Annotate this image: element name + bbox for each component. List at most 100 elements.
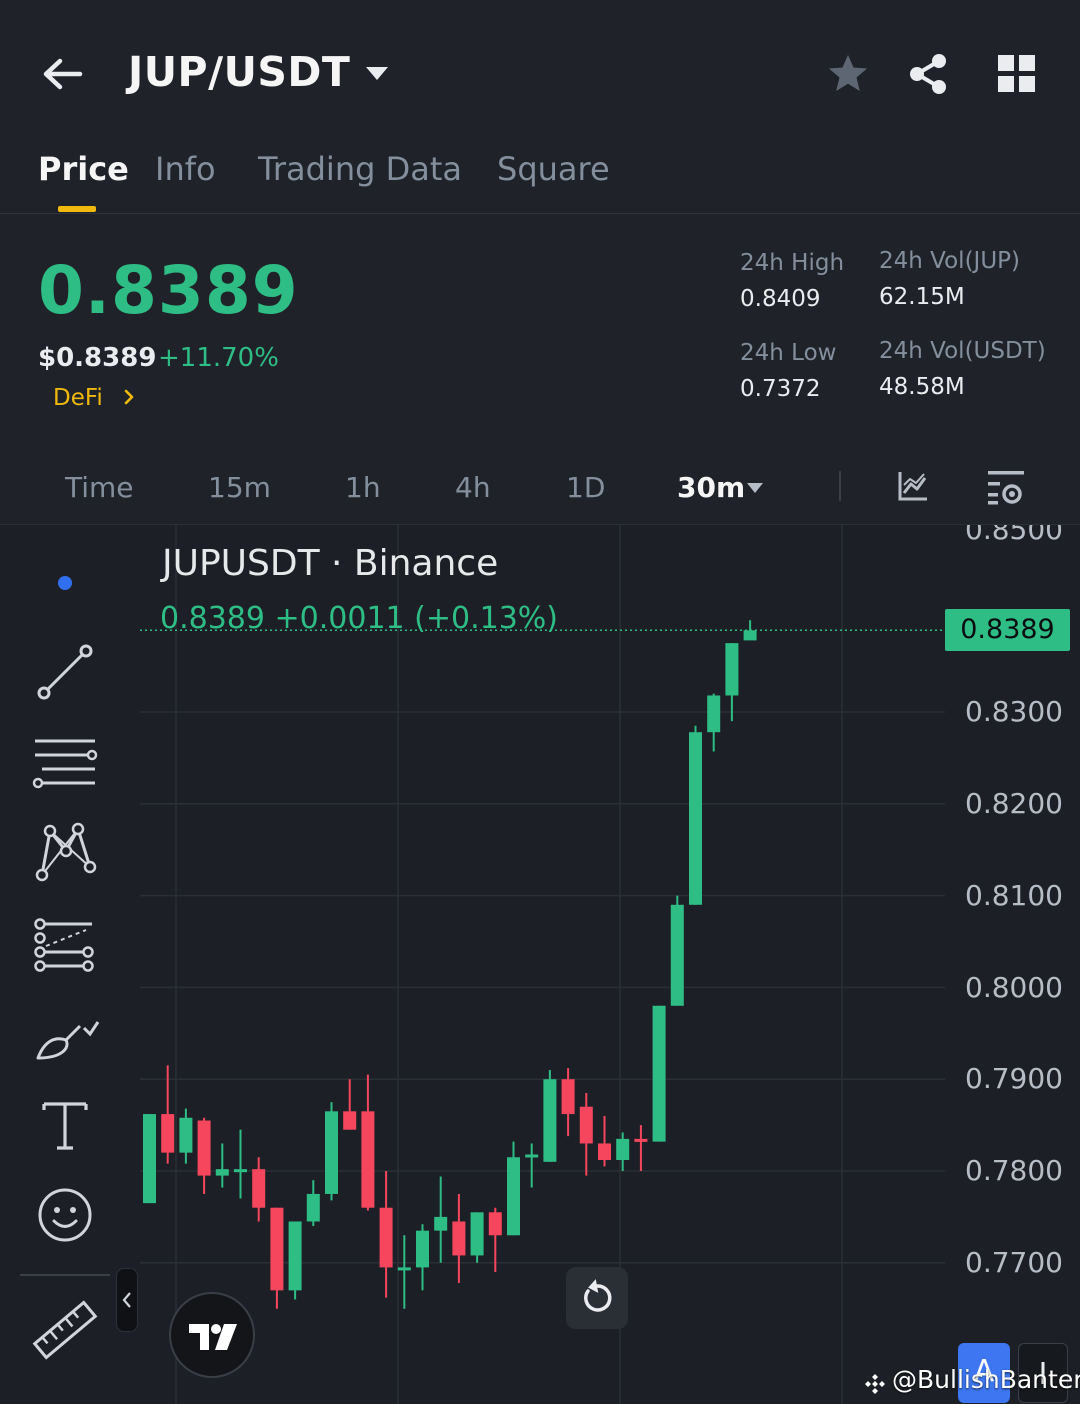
- price-change: +11.70%: [158, 343, 279, 373]
- interval-1d[interactable]: 1D: [566, 471, 606, 504]
- candle-body: [561, 1079, 575, 1115]
- candle-body: [397, 1267, 411, 1271]
- last-price-tag: 0.8389: [945, 609, 1070, 651]
- indicator-chart-icon[interactable]: [896, 469, 930, 503]
- candle-body: [598, 1143, 611, 1160]
- collapse-toolbar-button[interactable]: [116, 1268, 138, 1332]
- reset-chart-button[interactable]: [566, 1267, 628, 1329]
- candle-body: [579, 1106, 593, 1144]
- stat-high-label: 24h High: [740, 250, 845, 276]
- price-chart[interactable]: JUPUSDT · Binance 0.8389 +0.0011 (+0.13%…: [0, 525, 1080, 1404]
- chevron-right-icon[interactable]: [122, 387, 136, 407]
- back-arrow-icon[interactable]: [40, 52, 86, 96]
- candlestick-chart[interactable]: [0, 525, 1080, 1404]
- candle-body: [161, 1114, 175, 1153]
- chart-symbol-title: JUPUSDT · Binance: [162, 543, 499, 584]
- y-axis-label: 0.8000: [965, 971, 1063, 1004]
- candle-body: [343, 1111, 357, 1130]
- toolbar-divider: [20, 1274, 110, 1276]
- y-axis-label: 0.8100: [965, 879, 1063, 912]
- candle-body: [215, 1169, 229, 1176]
- candle-body: [234, 1169, 247, 1173]
- chart-settings-icon[interactable]: [986, 467, 1026, 507]
- price-usd: $0.8389: [38, 343, 157, 373]
- y-axis-label: 0.7700: [965, 1246, 1063, 1279]
- candle-body: [197, 1120, 211, 1176]
- stat-vol-base-value: 62.15M: [879, 284, 965, 310]
- candle-body: [707, 695, 721, 733]
- candle-body: [652, 1005, 666, 1142]
- tradingview-logo[interactable]: [169, 1292, 255, 1378]
- tab-trading-data[interactable]: Trading Data: [258, 150, 462, 188]
- candle-body: [452, 1221, 466, 1256]
- candle-body: [543, 1079, 557, 1162]
- category-tag[interactable]: DeFi: [53, 385, 103, 411]
- pattern-tool-icon[interactable]: [30, 817, 100, 887]
- tab-info[interactable]: Info: [155, 150, 216, 188]
- stat-vol-quote-label: 24h Vol(USDT): [879, 338, 1046, 364]
- chart-ohlc-readout: 0.8389 +0.0011 (+0.13%): [160, 601, 558, 636]
- ruler-icon[interactable]: [30, 1295, 100, 1365]
- candle-body: [361, 1111, 375, 1208]
- candle-body: [488, 1212, 502, 1236]
- refresh-icon: [584, 1279, 612, 1312]
- interval-4h[interactable]: 4h: [455, 471, 491, 504]
- interval-selected[interactable]: 30m: [677, 471, 746, 504]
- candle-body: [616, 1138, 630, 1160]
- stat-low-label: 24h Low: [740, 340, 837, 366]
- chevron-left-icon: [122, 1292, 131, 1308]
- interval-15m[interactable]: 15m: [208, 471, 271, 504]
- trend-line-icon[interactable]: [30, 637, 100, 707]
- auto-scale-button[interactable]: A: [958, 1343, 1010, 1403]
- tradingview-logo-icon: [189, 1324, 237, 1350]
- candle-body: [725, 643, 739, 696]
- candle-body: [507, 1157, 520, 1236]
- horizontal-lines-icon[interactable]: [30, 727, 100, 797]
- cursor-icon: [1041, 1362, 1045, 1384]
- binance-logo-icon: [865, 1374, 885, 1394]
- caret-down-icon[interactable]: [746, 482, 764, 494]
- candle-body: [434, 1216, 448, 1231]
- candle-body: [143, 1114, 156, 1204]
- candle-body: [179, 1117, 193, 1153]
- status-dot: [58, 576, 72, 590]
- last-price: 0.8389: [38, 252, 299, 329]
- candle-body: [670, 904, 684, 1006]
- candle-body: [325, 1111, 338, 1194]
- top-bar: JUP/USDT: [0, 0, 1080, 145]
- emoji-icon[interactable]: [30, 1180, 100, 1250]
- section-tabs: Price Info Trading Data Square: [0, 140, 1080, 214]
- y-axis-label: 0.8200: [965, 787, 1063, 820]
- watermark: @BullishBanter: [892, 1365, 1080, 1394]
- active-tab-indicator: [58, 206, 96, 212]
- interval-time[interactable]: Time: [65, 471, 134, 504]
- y-axis-label: 0.8500: [965, 525, 1063, 546]
- candle-body: [416, 1230, 429, 1268]
- candle-body: [743, 630, 757, 641]
- tab-square[interactable]: Square: [497, 150, 610, 188]
- star-icon[interactable]: [826, 52, 870, 96]
- tab-price[interactable]: Price: [38, 150, 129, 188]
- interval-bar: Time 15m 1h 4h 1D 30m: [0, 455, 1080, 525]
- candle-body: [379, 1207, 393, 1268]
- candle-body: [634, 1138, 648, 1142]
- candle-body: [270, 1207, 284, 1291]
- y-axis-label: 0.8300: [965, 695, 1063, 728]
- grid-menu-icon[interactable]: [996, 53, 1038, 95]
- candle-body: [470, 1212, 484, 1256]
- divider: [839, 471, 841, 501]
- pair-title[interactable]: JUP/USDT: [128, 48, 351, 96]
- log-scale-button[interactable]: [1018, 1343, 1068, 1403]
- stat-vol-quote-value: 48.58M: [879, 374, 965, 400]
- fibonacci-icon[interactable]: [30, 910, 100, 980]
- candle-body: [525, 1154, 539, 1158]
- brush-icon[interactable]: [30, 1002, 100, 1072]
- candle-body: [689, 732, 702, 905]
- y-axis-label: 0.7900: [965, 1062, 1063, 1095]
- caret-down-icon[interactable]: [364, 63, 390, 83]
- candle-body: [306, 1193, 320, 1222]
- text-tool-icon[interactable]: [30, 1090, 100, 1160]
- share-icon[interactable]: [906, 52, 950, 96]
- interval-1h[interactable]: 1h: [345, 471, 381, 504]
